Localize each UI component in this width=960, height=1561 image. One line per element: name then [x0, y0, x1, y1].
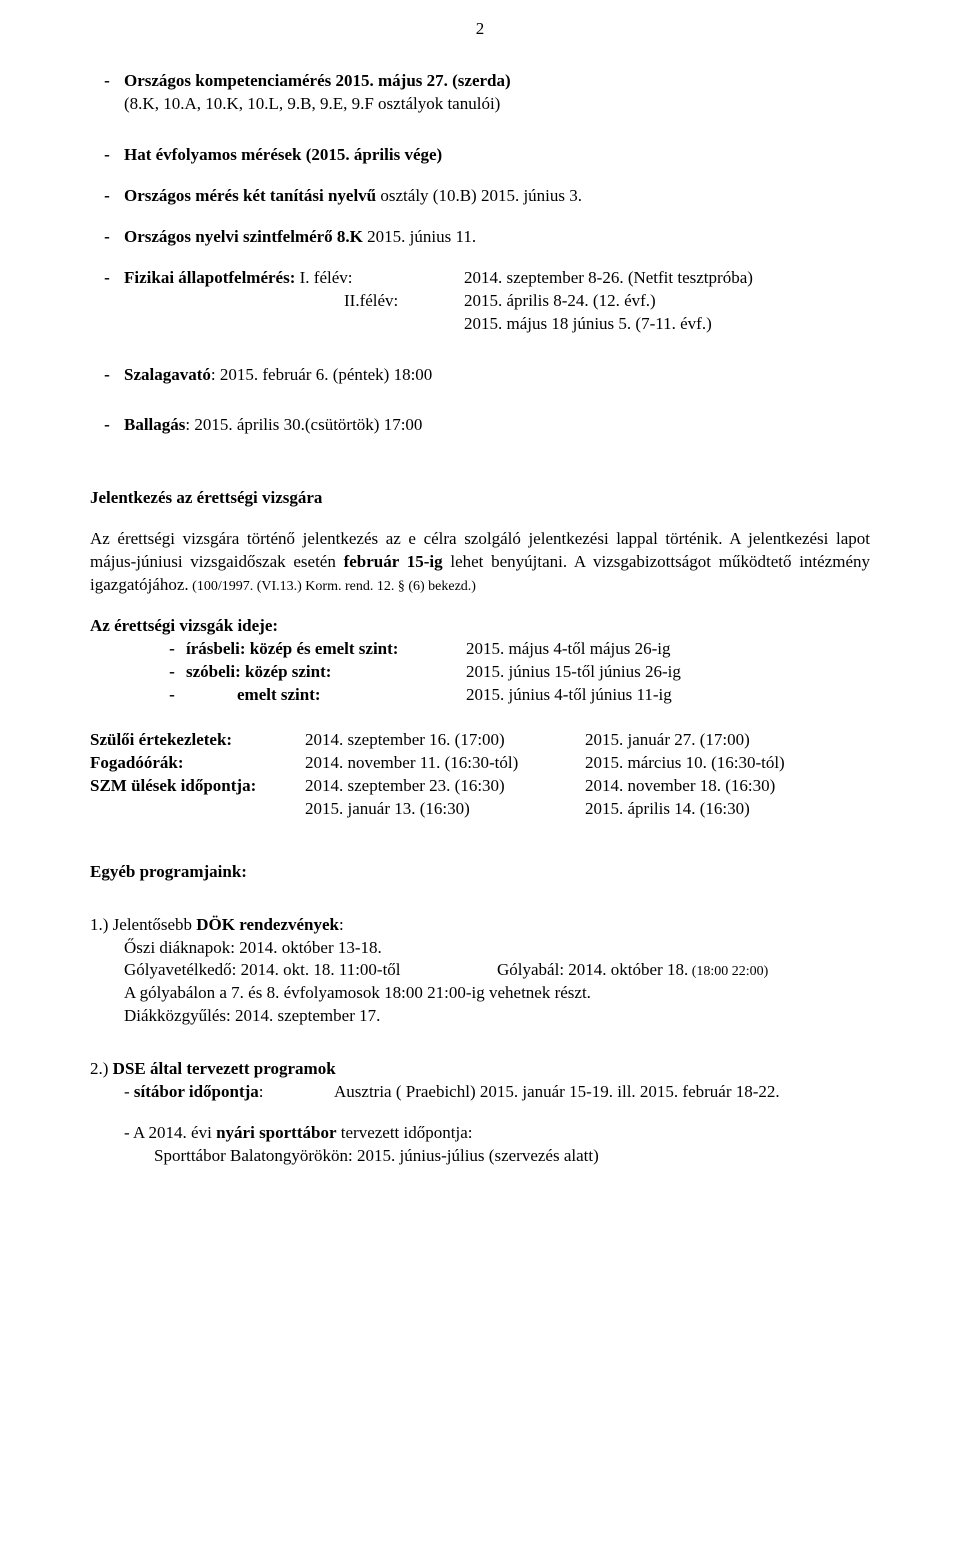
table-row: Szülői értekezletek: 2014. szeptember 16… — [90, 729, 870, 752]
list-item: - emelt szint: 2015. június 4-től június… — [158, 684, 870, 707]
table-row: 2015. január 13. (16:30) 2015. április 1… — [90, 798, 870, 821]
list-item: - írásbeli: közép és emelt szint: 2015. … — [158, 638, 870, 661]
bullet-dash: - — [90, 414, 124, 437]
document-page: 2 - Országos kompetenciamérés 2015. máju… — [0, 0, 960, 1561]
text: Hat évfolyamos mérések (2015. április vé… — [124, 144, 870, 167]
bullet-dash: - — [90, 226, 124, 249]
bullet-dash: - — [90, 185, 124, 208]
table-row: SZM ülések időpontja: 2014. szeptember 2… — [90, 775, 870, 798]
list-item: - Országos nyelvi szintfelmérő 8.K 2015.… — [90, 226, 870, 249]
section: Jelentkezés az érettségi vizsgára Az ére… — [90, 487, 870, 597]
paragraph: Az érettségi vizsgára történő jelentkezé… — [90, 528, 870, 597]
list-item: - Hat évfolyamos mérések (2015. április … — [90, 144, 870, 167]
bullet-dash: - — [158, 684, 186, 707]
list-item: - Országos mérés két tanítási nyelvű osz… — [90, 185, 870, 208]
bullet-dash: - — [90, 364, 124, 387]
numbered-item: 1.) Jelentősebb DÖK rendezvények: Őszi d… — [90, 914, 870, 1029]
bullet-dash: - — [158, 661, 186, 684]
page-number: 2 — [476, 18, 485, 41]
text: Országos kompetenciamérés 2015. május 27… — [124, 70, 870, 116]
list: - írásbeli: közép és emelt szint: 2015. … — [90, 638, 870, 707]
section-title: Egyéb programjaink: — [90, 861, 870, 884]
list-item: - Ballagás: 2015. április 30.(csütörtök)… — [90, 414, 870, 437]
list-item: - szóbeli: közép szint: 2015. június 15-… — [158, 661, 870, 684]
text: Ballagás: 2015. április 30.(csütörtök) 1… — [124, 414, 870, 437]
list-item: - Országos kompetenciamérés 2015. május … — [90, 70, 870, 116]
table-row: Fogadóórák: 2014. november 11. (16:30-tó… — [90, 752, 870, 775]
bullet-dash: - — [158, 638, 186, 661]
bullet-dash: - — [90, 70, 124, 93]
schedule-table: Szülői értekezletek: 2014. szeptember 16… — [90, 729, 870, 821]
section-title: Jelentkezés az érettségi vizsgára — [90, 487, 870, 510]
text: Szalagavató: 2015. február 6. (péntek) 1… — [124, 364, 870, 387]
bullet-dash: - — [90, 144, 124, 167]
section-title: Az érettségi vizsgák ideje: — [90, 615, 870, 638]
list-item: - Szalagavató: 2015. február 6. (péntek)… — [90, 364, 870, 387]
section: Az érettségi vizsgák ideje: - írásbeli: … — [90, 615, 870, 707]
list-item: - Fizikai állapotfelmérés: I. félév: 201… — [90, 267, 870, 336]
bullet-dash: - — [90, 267, 124, 290]
text: Országos mérés két tanítási nyelvű osztá… — [124, 185, 870, 208]
text: Országos nyelvi szintfelmérő 8.K 2015. j… — [124, 226, 870, 249]
numbered-item: 2.) DSE által tervezett programok - sítá… — [90, 1058, 870, 1168]
